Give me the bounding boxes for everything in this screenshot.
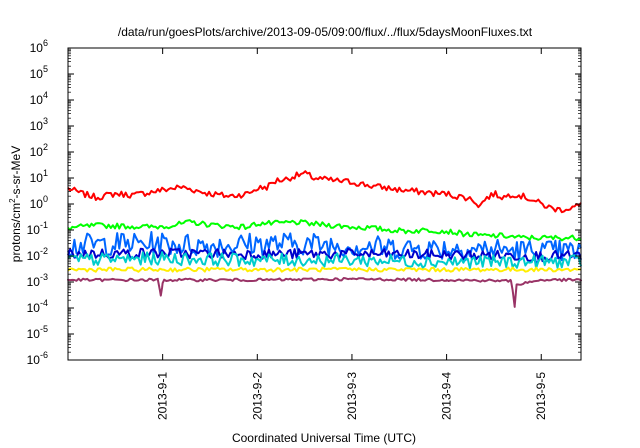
- y-axis-label: protons/cm2-s-sr-MeV: [8, 146, 23, 262]
- x-tick-label: 2013-9-1: [156, 372, 170, 420]
- y-tick-label: 10-4: [27, 298, 48, 315]
- series-line: [67, 247, 582, 263]
- y-tick-label: 10-6: [27, 350, 48, 367]
- series-line: [67, 219, 582, 242]
- y-tick-label: 101: [30, 168, 48, 185]
- series-line: [67, 266, 582, 273]
- y-tick-label: 10-5: [27, 324, 48, 341]
- chart-title: /data/run/goesPlots/archive/2013-09-05/0…: [118, 25, 533, 39]
- x-tick-label: 2013-9-4: [440, 372, 454, 420]
- y-tick-label: 10-1: [27, 220, 48, 237]
- plot-frame: [67, 47, 582, 361]
- series-layer: [67, 170, 582, 308]
- y-tick-label: 104: [30, 90, 48, 107]
- series-line: [67, 277, 582, 308]
- y-tick-label: 105: [30, 64, 48, 81]
- x-axis: 2013-9-1 2013-9-2 2013-9-3 2013-9-4 2013-9-5: [156, 48, 548, 420]
- series-line: [67, 251, 582, 270]
- y-axis: 10-6 10-5 10-4 10-3 10-2 10-1 100 101 102 103 104 1…: [27, 38, 581, 367]
- y-tick-label: 100: [30, 194, 48, 211]
- y-tick-label: 102: [30, 142, 48, 159]
- x-tick-label: 2013-9-5: [534, 372, 548, 420]
- x-tick-label: 2013-9-3: [345, 372, 359, 420]
- y-tick-label: 106: [30, 38, 48, 55]
- x-axis-label: Coordinated Universal Time (UTC): [232, 431, 416, 445]
- y-tick-label: 10-3: [27, 272, 48, 289]
- series-line: [67, 170, 582, 214]
- y-tick-label: 10-2: [27, 246, 48, 263]
- x-tick-label: 2013-9-2: [250, 372, 264, 420]
- y-tick-label: 103: [30, 116, 48, 133]
